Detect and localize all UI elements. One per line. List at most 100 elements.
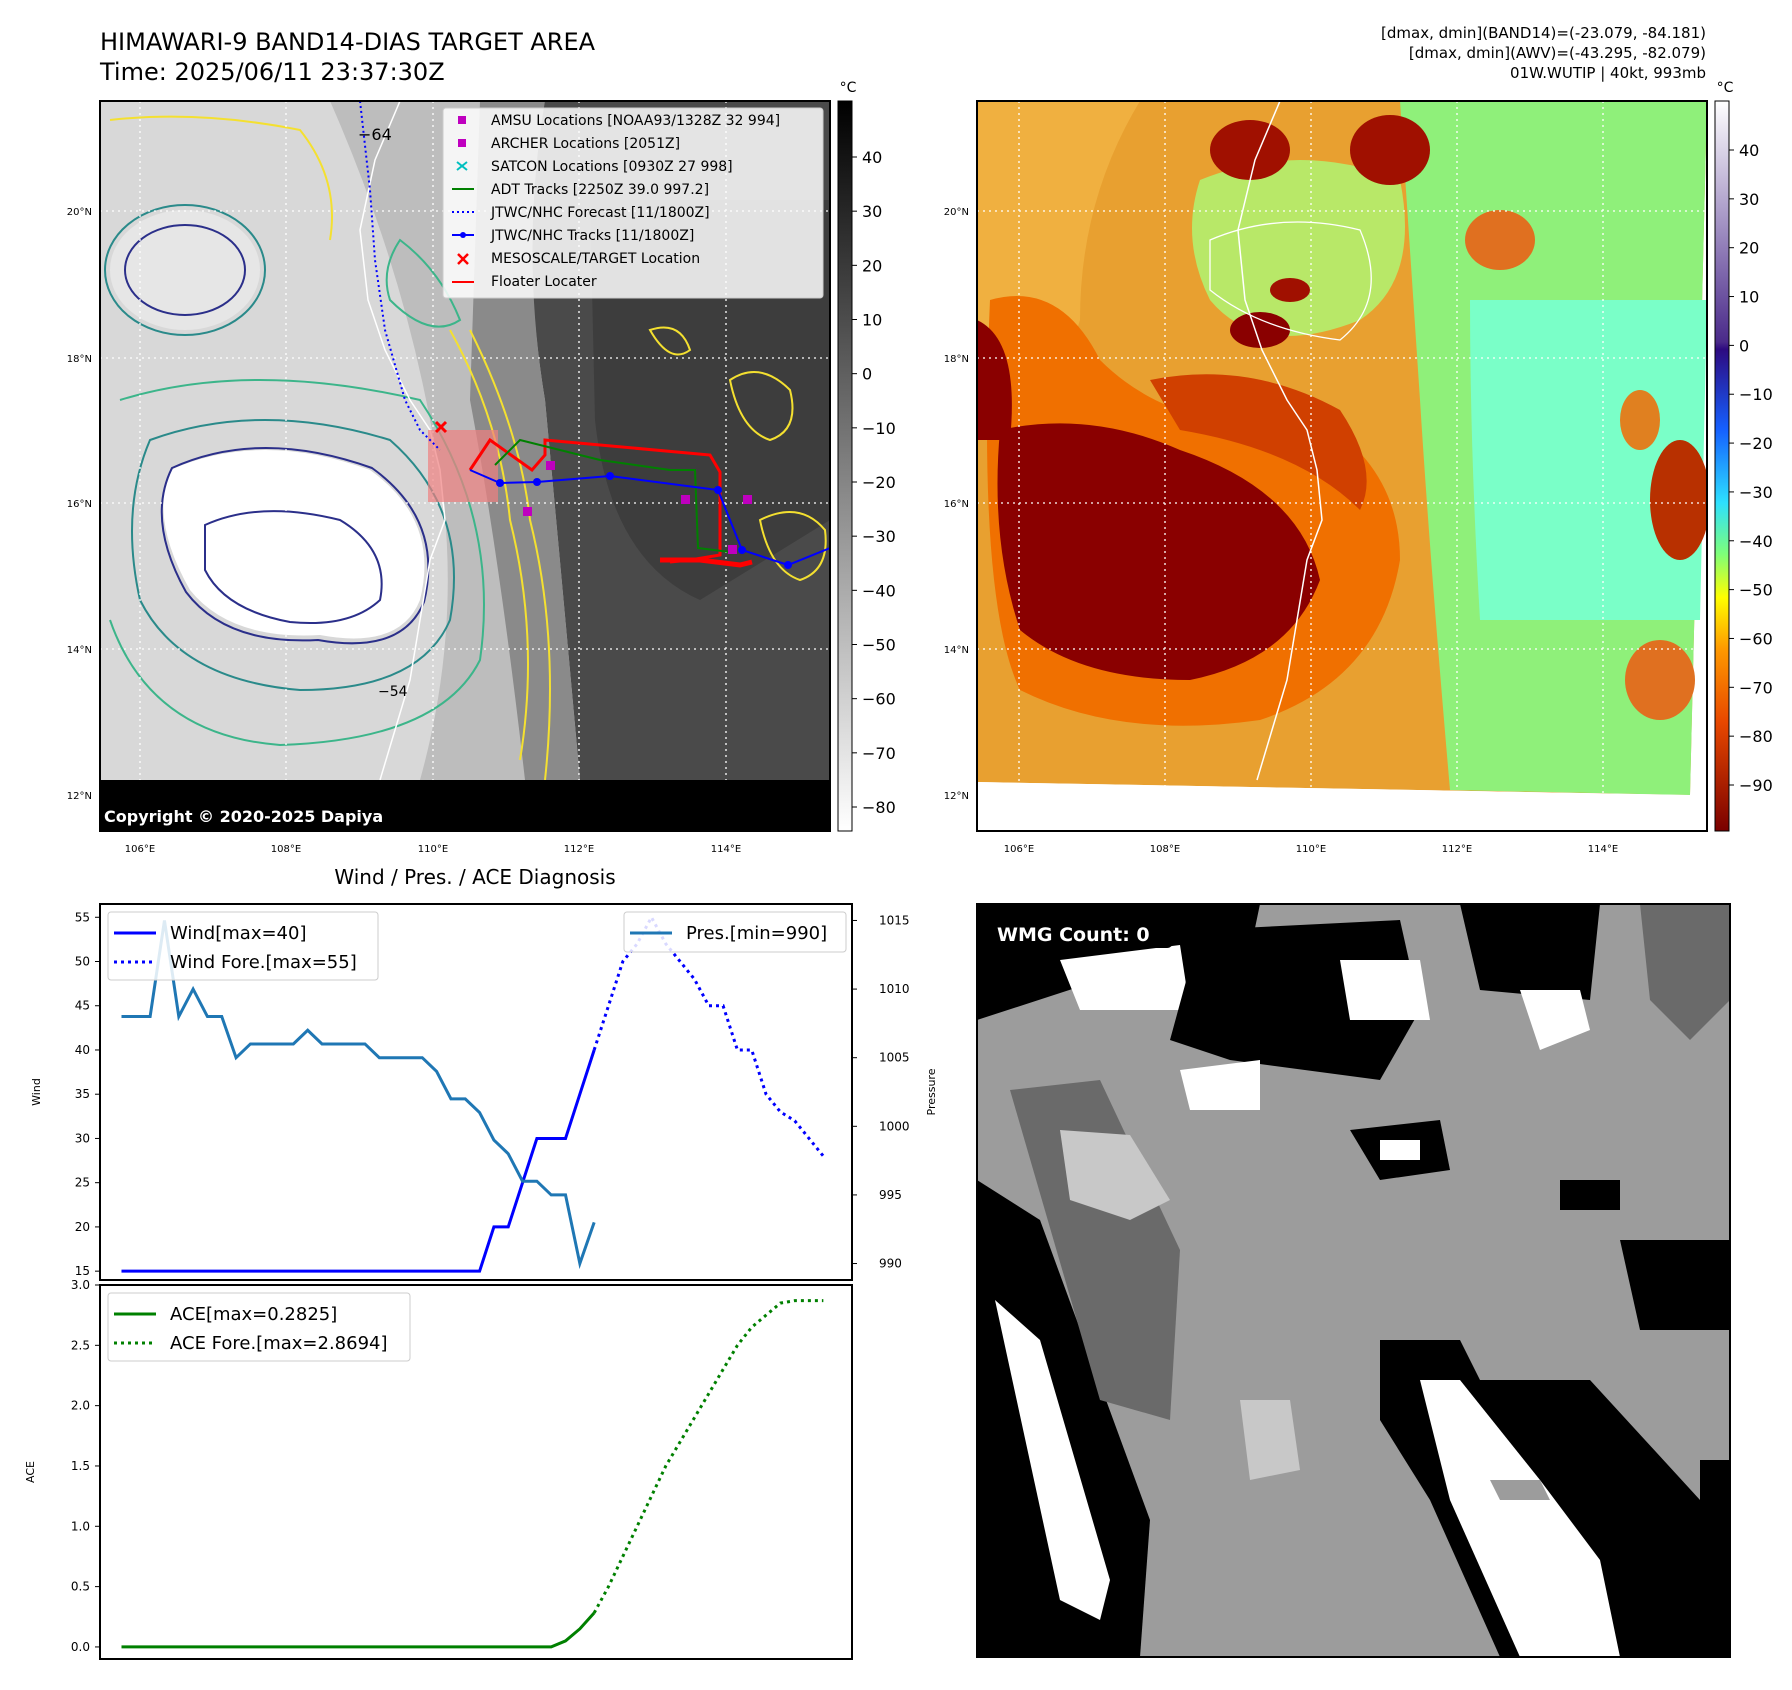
wind-tick-label: 15 (75, 1264, 90, 1278)
lat-label: 18°N (67, 354, 92, 365)
legend-label: JTWC/NHC Tracks [11/1800Z] (490, 228, 694, 244)
copyright: Copyright © 2020-2025 Dapiya (104, 807, 383, 826)
wind-tick-label: 20 (75, 1220, 90, 1234)
map-legend: AMSU Locations [NOAA93/1328Z 32 994] ARC… (442, 107, 824, 299)
colorbar-tick-label: 20 (862, 256, 882, 275)
colorbar-tick-label: −60 (862, 690, 896, 709)
ace-tick-label: 1.5 (71, 1459, 90, 1473)
lon-label: 106°E (125, 844, 155, 855)
ace-legend: ACE[max=0.2825] ACE Fore.[max=2.8694] (107, 1292, 411, 1362)
colorbar-tick-label: −50 (862, 636, 896, 655)
lon-label: 112°E (564, 844, 594, 855)
legend-label: ADT Tracks [2250Z 39.0 997.2] (491, 182, 709, 198)
ir-colorbar: °C 40 30 20 10 0 −10 −20 −30 −40 −50 −60 −70 −80 (837, 80, 896, 832)
lon-label: 108°E (1150, 844, 1180, 855)
series-line-0 (121, 1049, 596, 1273)
floater-track-east (660, 557, 753, 568)
colorbar-tick-label: −50 (1739, 581, 1773, 600)
jtwc-track (469, 469, 830, 569)
timestamp: Time: 2025/06/11 23:37:30Z (99, 58, 445, 86)
wind-pressure-chart: 15 20 25 30 35 40 45 50 55 990 995 1000 1005 1010 1015… (30, 903, 938, 1281)
colorbar-tick-label: −80 (1739, 727, 1773, 746)
wind-tick-label: 55 (75, 910, 90, 924)
wind-axis-label: Wind (30, 1078, 43, 1106)
legend-label: ACE[max=0.2825] (170, 1304, 337, 1325)
colorbar-tick-label: −40 (862, 581, 896, 600)
floater-box (428, 430, 498, 502)
colorbar-tick-label: 40 (1739, 141, 1759, 160)
storm-info: 01W.WUTIP | 40kt, 993mb (1510, 64, 1706, 82)
pressure-tick-label: 1005 (879, 1051, 910, 1065)
colorbar-tick-label: −30 (862, 527, 896, 546)
wmg-panel: WMG Count: 0 (976, 903, 1731, 1658)
band14-range: [dmax, dmin](BAND14)=(-23.079, -84.181) (1381, 24, 1706, 42)
diagnosis-title: Wind / Pres. / ACE Diagnosis (334, 865, 615, 889)
legend-label: Floater Locater (491, 274, 597, 290)
lon-label: 112°E (1442, 844, 1472, 855)
pressure-tick-label: 990 (879, 1257, 902, 1271)
lon-label: 108°E (271, 844, 301, 855)
ace-tick-label: 0.5 (71, 1580, 90, 1594)
ace-series-1 (592, 1299, 824, 1614)
lat-label: 14°N (944, 645, 969, 656)
colorbar-tick-label: −60 (1739, 629, 1773, 648)
colorbar-unit: °C (840, 80, 857, 96)
ace-axis-label: ACE (24, 1461, 37, 1483)
lat-label: 12°N (944, 791, 969, 802)
ace-chart: 0.0 0.5 1.0 1.5 2.0 2.5 3.0 ACE ACE[max=0.2825… (24, 1278, 853, 1660)
wind-legend: Wind[max=40] Wind Fore.[max=55] (107, 911, 379, 981)
map-grid (977, 101, 1707, 831)
colorbar-tick-label: −20 (1739, 434, 1773, 453)
colorbar-unit: °C (1717, 80, 1734, 96)
colorbar-tick-label: −20 (862, 473, 896, 492)
lon-label: 114°E (1588, 844, 1618, 855)
target-location (434, 420, 448, 434)
legend-label: JTWC/NHC Forecast [11/1800Z] (490, 205, 710, 221)
legend-label: Wind Fore.[max=55] (170, 952, 357, 973)
pressure-tick-label: 1010 (879, 982, 910, 996)
ace-tick-label: 1.0 (71, 1519, 90, 1533)
colorbar-tick-label: 10 (1739, 288, 1759, 307)
ace-series-0 (121, 1611, 596, 1649)
colorbar-tick-label: 0 (862, 365, 872, 384)
ace-tick-label: 2.5 (71, 1338, 90, 1352)
lat-label: 16°N (944, 499, 969, 510)
lat-label: 20°N (944, 207, 969, 218)
wind-tick-label: 30 (75, 1131, 90, 1145)
pressure-tick-label: 1015 (879, 913, 910, 927)
colorbar-tick-label: −30 (1739, 483, 1773, 502)
lon-label: 114°E (711, 844, 741, 855)
ir-color-map-panel: 20°N 18°N 16°N 14°N 12°N 106°E 108°E 110… (944, 100, 1708, 855)
amsu-markers (523, 461, 752, 554)
jtwc-forecast-track (359, 101, 441, 451)
ace-tick-label: 3.0 (71, 1278, 90, 1292)
pressure-legend: Pres.[min=990] (623, 911, 847, 953)
ir-map-panel: −64 −54 (67, 100, 831, 855)
colorbar-tick-label: −70 (862, 744, 896, 763)
legend-label: MESOSCALE/TARGET Location (491, 251, 700, 267)
series-line-2 (121, 920, 596, 1270)
legend-label: ACE Fore.[max=2.8694] (170, 1333, 388, 1354)
colorbar-tick-label: −70 (1739, 678, 1773, 697)
colorbar-tick-label: 30 (1739, 190, 1759, 209)
wind-tick-label: 35 (75, 1087, 90, 1101)
lon-label: 106°E (1004, 844, 1034, 855)
contour-label: −54 (378, 684, 408, 700)
colorbar-tick-label: 40 (862, 148, 882, 167)
ace-tick-label: 2.0 (71, 1399, 90, 1413)
map-title: HIMAWARI-9 BAND14-DIAS TARGET AREA (100, 28, 596, 56)
awv-range: [dmax, dmin](AWV)=(-43.295, -82.079) (1409, 44, 1706, 62)
colorbar-tick-label: −10 (862, 419, 896, 438)
legend-label: SATCON Locations [0930Z 27 998] (491, 159, 733, 175)
legend-label: ARCHER Locations [2051Z] (491, 136, 680, 152)
wmg-count: WMG Count: 0 (997, 924, 1150, 946)
wind-tick-label: 50 (75, 955, 90, 969)
series-line-1 (592, 914, 825, 1158)
colorbar-tick-label: −40 (1739, 532, 1773, 551)
colorbar-tick-label: −80 (862, 798, 896, 817)
pressure-tick-label: 995 (879, 1188, 902, 1202)
colorbar-tick-label: 0 (1739, 336, 1749, 355)
legend-label: Pres.[min=990] (686, 923, 827, 944)
colorbar-tick-label: 10 (862, 311, 882, 330)
lon-label: 110°E (418, 844, 448, 855)
